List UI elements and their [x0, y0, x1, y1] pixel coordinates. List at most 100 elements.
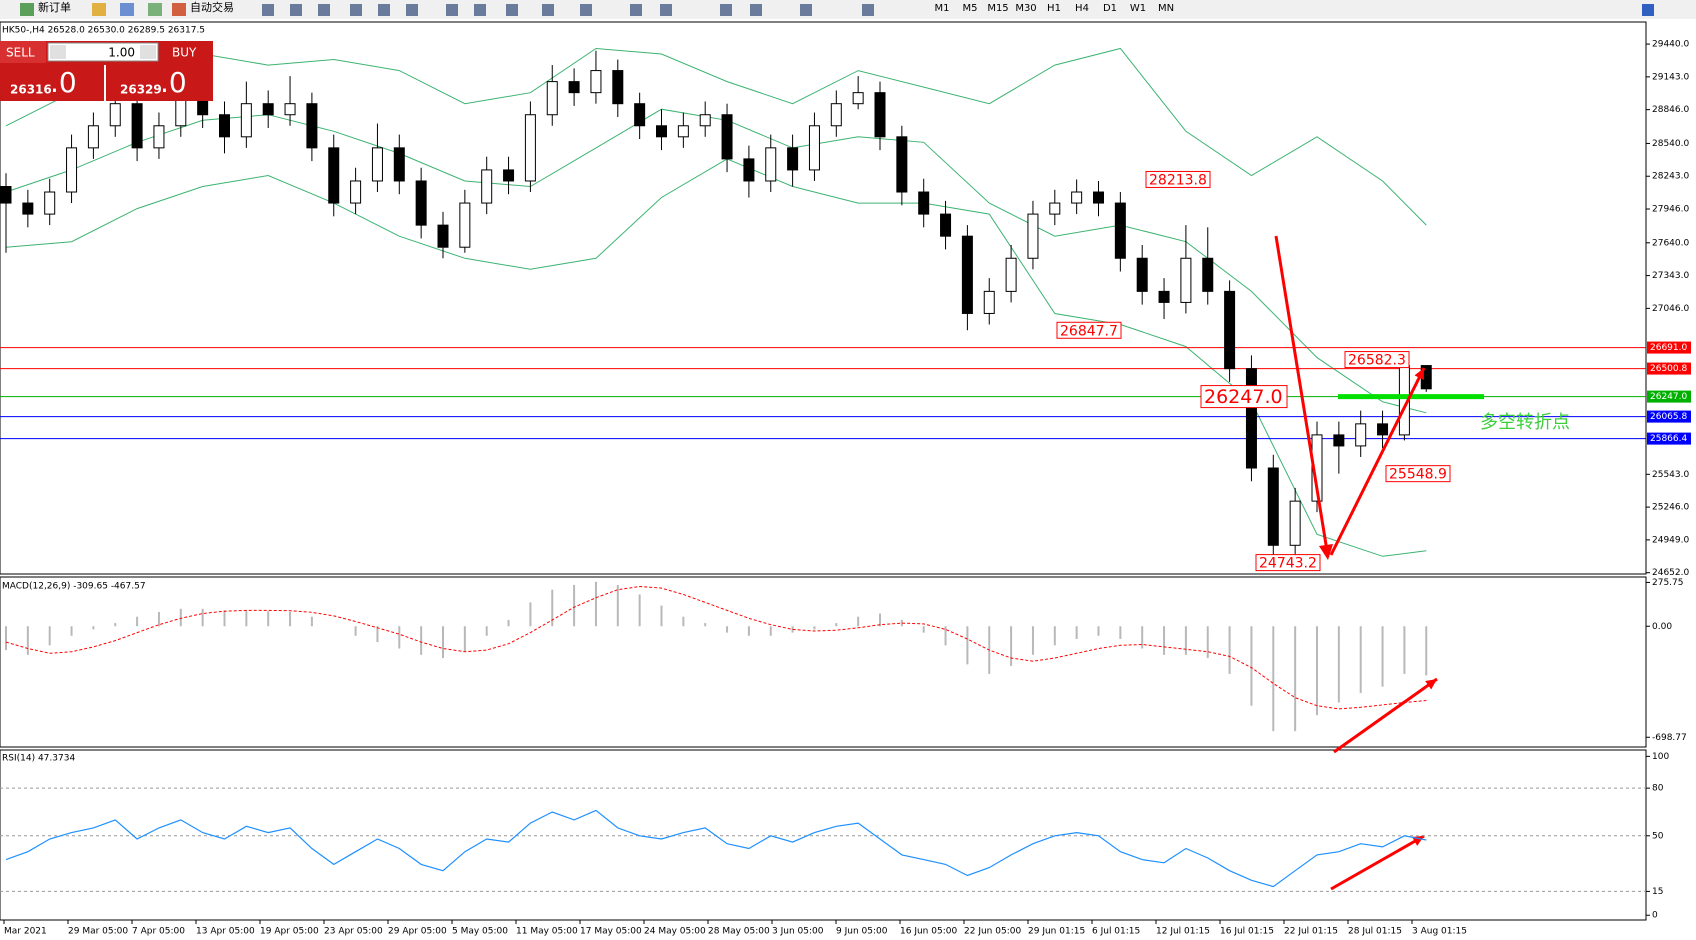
tile[interactable]	[406, 4, 418, 16]
arrow-down	[1274, 235, 1330, 558]
level-price-label: 26691.0	[1650, 343, 1687, 353]
candle-body	[131, 103, 143, 149]
macd-panel	[0, 576, 1647, 748]
indicators[interactable]	[506, 4, 518, 16]
macd-bar	[179, 608, 182, 627]
tool-icon[interactable]	[474, 4, 486, 16]
tool-icon[interactable]	[148, 3, 162, 16]
candle-body	[852, 92, 864, 105]
timeframe-button[interactable]: M1	[935, 3, 950, 14]
macd-bar	[747, 626, 750, 636]
candle-body	[1071, 191, 1083, 204]
cursor[interactable]	[630, 4, 642, 16]
buy-label[interactable]: BUY	[172, 46, 197, 60]
y-tick-label: 28243.0	[1652, 172, 1689, 182]
candle-body	[1114, 202, 1126, 259]
macd-bar	[704, 623, 707, 627]
tool-icon[interactable]	[862, 4, 874, 16]
rsi-title: RSI(14) 47.3734	[2, 754, 75, 764]
search-icon[interactable]	[1642, 4, 1654, 16]
timeframe-button[interactable]: D1	[1103, 3, 1117, 14]
timeframe-button[interactable]: MN	[1158, 3, 1174, 14]
rsi-panel	[0, 749, 1647, 921]
candle-body	[1005, 257, 1017, 292]
tool-icon[interactable]	[92, 3, 106, 16]
macd-bar	[551, 589, 554, 627]
macd-bar	[289, 611, 292, 627]
x-tick-label: 9 Jun 05:00	[836, 927, 888, 937]
level-price-tag	[1647, 362, 1691, 375]
macd-bar	[1163, 626, 1166, 655]
zoom-in[interactable]	[350, 4, 362, 16]
new-order-button[interactable]: 新订单	[38, 0, 71, 14]
candle-body	[219, 114, 230, 138]
candle-body	[546, 81, 558, 116]
macd-bar	[136, 616, 139, 627]
candle-body	[590, 70, 602, 94]
auto-trading-icon[interactable]	[172, 3, 186, 16]
macd-arrow-head	[1425, 679, 1437, 690]
candle-body	[699, 114, 711, 127]
level-price-label: 25866.4	[1650, 434, 1687, 444]
macd-bar	[1403, 626, 1406, 674]
x-tick-label: 28 May 05:00	[708, 927, 770, 937]
candle-body	[328, 147, 340, 204]
lot-increase[interactable]	[140, 45, 156, 59]
y-tick-label: 0	[1652, 911, 1658, 921]
zoom-out[interactable]	[378, 4, 390, 16]
rsi-arrow	[1330, 834, 1425, 891]
macd-bar	[376, 626, 379, 643]
new-order-icon[interactable]	[20, 3, 34, 16]
tool-icon[interactable]	[318, 4, 330, 16]
macd-bar	[726, 626, 729, 633]
line-tool[interactable]	[720, 4, 732, 16]
candle-body	[896, 136, 908, 193]
sell-pips[interactable]: .0	[50, 66, 77, 99]
macd-bar	[1337, 626, 1340, 703]
tool-icon[interactable]	[120, 3, 134, 16]
level-price-label: 26065.8	[1650, 412, 1687, 422]
buy-price[interactable]: 26329	[120, 83, 162, 97]
macd-bar	[966, 626, 969, 665]
macd-bar	[638, 594, 641, 627]
timeframe-button[interactable]: M30	[1015, 3, 1036, 14]
timeframe-button[interactable]: H4	[1075, 3, 1089, 14]
text-tool[interactable]	[800, 4, 812, 16]
candle-body	[524, 114, 536, 182]
auto-trading-button[interactable]: 自动交易	[190, 0, 234, 14]
trendline-tool[interactable]	[750, 4, 762, 16]
timeframe-button[interactable]: M15	[987, 3, 1008, 14]
y-tick-label: 29440.0	[1652, 40, 1689, 50]
timeframe-button[interactable]: M5	[963, 3, 978, 14]
tool-icon[interactable]	[290, 4, 302, 16]
templates[interactable]	[580, 4, 592, 16]
macd-signal	[5, 585, 1427, 710]
arrow-down-head	[1319, 544, 1333, 560]
x-tick-label: 28 Jul 01:15	[1348, 927, 1402, 937]
lot-decrease[interactable]	[50, 45, 66, 59]
level-price-tag	[1647, 390, 1691, 403]
buy-pips[interactable]: .0	[160, 66, 187, 99]
timeframe-button[interactable]: H1	[1047, 3, 1061, 14]
tool-icon[interactable]	[262, 4, 274, 16]
y-tick-label: 29143.0	[1652, 72, 1689, 82]
periods[interactable]	[542, 4, 554, 16]
sell-label[interactable]: SELL	[6, 46, 35, 60]
tool-icon[interactable]	[446, 4, 458, 16]
y-tick-label: 27343.0	[1652, 271, 1689, 281]
sell-button[interactable]	[0, 41, 46, 63]
sell-price[interactable]: 26316	[10, 83, 52, 97]
x-tick-label: 23 Apr 05:00	[324, 927, 383, 937]
candle-body	[306, 103, 318, 149]
timeframe-button[interactable]: W1	[1130, 3, 1146, 14]
candle-body	[1136, 257, 1148, 292]
crosshair[interactable]	[660, 4, 672, 16]
macd-bar	[1010, 626, 1013, 666]
x-tick-label: 19 Apr 05:00	[260, 927, 319, 937]
lot-input[interactable]	[47, 42, 159, 62]
candle-body	[262, 103, 274, 116]
macd-title: MACD(12,26,9) -309.65 -467.57	[2, 582, 146, 592]
lot-value[interactable]: 1.00	[108, 46, 135, 60]
candle-body	[765, 147, 777, 182]
price-annotation: 26582.3	[1348, 353, 1406, 369]
